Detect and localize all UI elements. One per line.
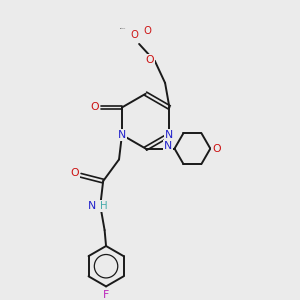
Text: N: N bbox=[88, 201, 96, 211]
Text: N: N bbox=[118, 130, 126, 140]
Text: H: H bbox=[100, 201, 108, 211]
Text: O: O bbox=[212, 144, 221, 154]
Text: N: N bbox=[165, 130, 173, 140]
Text: O: O bbox=[131, 30, 139, 40]
Text: methoxy: methoxy bbox=[120, 28, 126, 29]
Text: O: O bbox=[70, 168, 79, 178]
Text: O: O bbox=[145, 55, 154, 65]
Text: N: N bbox=[164, 141, 172, 151]
Text: O: O bbox=[91, 103, 99, 112]
Text: F: F bbox=[103, 290, 109, 299]
Text: O: O bbox=[144, 26, 152, 36]
